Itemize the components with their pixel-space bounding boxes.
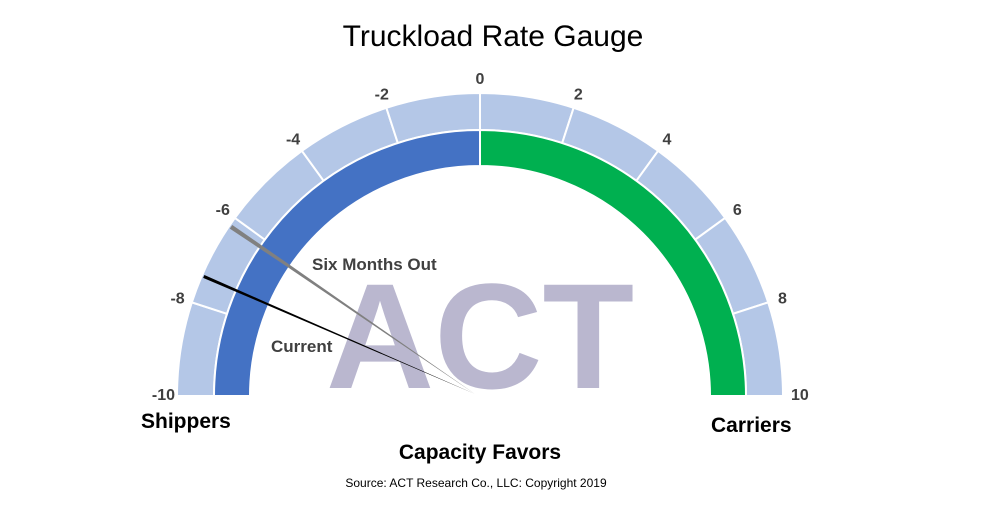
tick-label: 4 — [662, 132, 671, 149]
tick-label: -6 — [216, 202, 230, 219]
capacity-favors-label: Capacity Favors — [399, 441, 561, 464]
act-watermark: ACT — [326, 252, 634, 420]
needle-current — [203, 274, 475, 394]
needle-six-months-out — [229, 224, 475, 394]
source-note: Source: ACT Research Co., LLC: Copyright… — [345, 476, 607, 490]
chart-title: Truckload Rate Gauge — [343, 20, 644, 53]
tick-label: 10 — [791, 387, 809, 404]
shippers-label: Shippers — [141, 410, 231, 433]
tick-label: -10 — [152, 387, 175, 404]
annotation-six-months-out: Six Months Out — [312, 255, 437, 274]
tick-label: -4 — [286, 132, 300, 149]
needles — [203, 224, 475, 394]
annotation-current: Current — [271, 337, 333, 356]
tick-label: 0 — [476, 71, 485, 88]
tick-labels: -10 -8 -6 -4 -2 0 2 4 6 8 10 — [152, 71, 809, 404]
inner-band — [212, 128, 748, 397]
tick-label: 6 — [733, 202, 742, 219]
tick-label: -8 — [170, 291, 184, 308]
tick-label: 2 — [574, 87, 583, 104]
carriers-label: Carriers — [711, 414, 792, 437]
tick-label: -2 — [375, 87, 389, 104]
inner-band-segment — [479, 128, 748, 397]
tick-label: 8 — [778, 291, 787, 308]
